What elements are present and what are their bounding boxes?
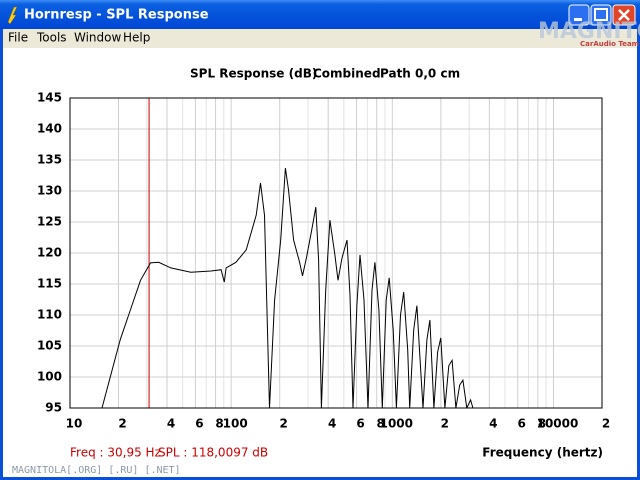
window-title: Hornresp - SPL Response [24, 8, 209, 23]
status-spl: SPL : 118,0097 dB [158, 446, 268, 460]
y-tick-label: 140 [37, 122, 62, 136]
status-freq: Freq : 30,95 Hz [70, 446, 161, 460]
x-tick-label: 6 [356, 417, 364, 431]
y-tick-label: 130 [37, 184, 62, 198]
x-tick-label: 4 [167, 417, 175, 431]
status-bar [3, 462, 637, 477]
title-bar [0, 0, 640, 29]
footer: MAGNITOLA[.ORG] [.RU] [.NET] [12, 465, 181, 476]
y-tick-label: 105 [37, 339, 62, 353]
menu-bar [3, 29, 637, 48]
x-tick-label: 2 [441, 417, 449, 431]
x-tick-label: 8 [377, 417, 385, 431]
x-tick-label: 2 [118, 417, 126, 431]
y-tick-label: 95 [45, 401, 62, 415]
x-axis-label: Frequency (hertz) [482, 446, 603, 460]
x-tick-label: 8 [538, 417, 546, 431]
y-tick-label: 120 [37, 246, 62, 260]
y-tick-label: 110 [37, 308, 62, 322]
x-tick-label: 100 [223, 417, 248, 431]
x-tick-label: 6 [195, 417, 203, 431]
x-tick-label: 4 [489, 417, 497, 431]
x-tick-label: 1000 [380, 417, 413, 431]
menu-item[interactable]: Help [123, 31, 150, 45]
app-icon [7, 6, 18, 25]
x-tick-label: 8 [215, 417, 223, 431]
x-tick-label: 2 [279, 417, 287, 431]
logo-tagline: CarAudio Team [580, 40, 639, 48]
menu-item[interactable]: Window [74, 31, 122, 45]
logo: MAGNITOLA [538, 19, 640, 44]
chart-title: SPL Response (dB) [190, 67, 317, 81]
menu-item[interactable]: File [8, 31, 28, 45]
x-tick-label: 10 [66, 417, 83, 431]
y-tick-label: 125 [37, 215, 62, 229]
x-tick-label: 2 [602, 417, 610, 431]
chart-subtitle: Combined [313, 67, 381, 81]
y-tick-label: 145 [37, 91, 62, 105]
path-label: Path 0,0 cm [380, 67, 460, 81]
menu-item[interactable]: Tools [36, 31, 67, 45]
close-icon [618, 9, 630, 21]
x-tick-label: 10000 [537, 417, 579, 431]
minimize-icon [574, 18, 582, 21]
maximize-icon [594, 8, 608, 21]
plot-border [69, 97, 603, 409]
y-tick-label: 115 [37, 277, 62, 291]
y-tick-label: 100 [37, 370, 62, 384]
x-tick-label: 6 [518, 417, 526, 431]
x-tick-label: 4 [328, 417, 336, 431]
y-tick-label: 135 [37, 153, 62, 167]
response-line [101, 168, 474, 408]
